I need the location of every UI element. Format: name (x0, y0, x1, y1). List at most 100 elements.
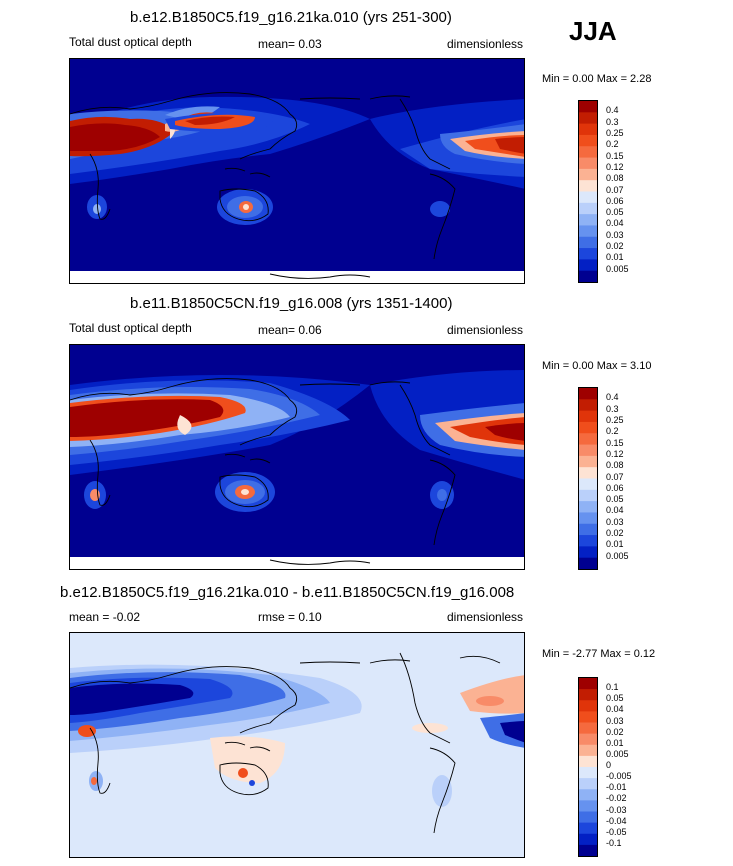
colorbar-tick-label: 0.12 (606, 448, 624, 459)
colorbar-tick-label: 0.12 (606, 161, 624, 172)
colorbar-swatch (579, 214, 597, 226)
colorbar-swatch (579, 225, 597, 238)
colorbar-swatch (579, 478, 597, 491)
colorbar-swatch (579, 433, 597, 446)
colorbar-tick-label: 0.02 (606, 726, 624, 737)
panel3-units-label: dimensionless (447, 610, 524, 624)
panel1-units-label: dimensionless (447, 37, 524, 51)
colorbar-tick-label: 0.03 (606, 715, 624, 726)
colorbar-tick-label: -0.005 (606, 771, 632, 782)
colorbar-tick-label: 0.01 (606, 252, 624, 263)
colorbar-tick-label: 0.25 (606, 414, 624, 425)
colorbar-tick-label: 0.06 (606, 195, 624, 206)
colorbar-tick-label: 0.2 (606, 139, 619, 150)
colorbar-tick-label: 0.4 (606, 392, 619, 403)
panel2-title: b.e11.B1850C5CN.f19_g16.008 (yrs 1351-14… (130, 295, 453, 312)
colorbar-swatch (579, 523, 597, 536)
colorbar-swatch (579, 455, 597, 468)
colorbar-swatch (579, 535, 597, 547)
colorbar-swatch (579, 833, 597, 846)
colorbar-tick-label: 0.005 (606, 550, 629, 561)
panel3-minmax: Min = -2.77 Max = 0.12 (542, 648, 656, 660)
colorbar-swatch (579, 112, 597, 125)
colorbar-swatch (579, 722, 597, 735)
colorbar-swatch (579, 248, 597, 260)
panel2-colorbar (578, 387, 598, 570)
colorbar-swatch (579, 399, 597, 412)
colorbar-tick-label: 0.05 (606, 207, 624, 218)
panel1-mean-label: mean= 0.03 (258, 37, 322, 51)
panel2-map (69, 344, 525, 570)
colorbar-tick-label: 0.05 (606, 693, 624, 704)
colorbar-swatch (579, 259, 597, 272)
colorbar-tick-label: 0.1 (606, 682, 619, 693)
panel1-minmax: Min = 0.00 Max = 2.28 (542, 73, 652, 85)
panel1-variable-label: Total dust optical depth (69, 35, 192, 49)
panel3-mean-label: mean = -0.02 (69, 610, 141, 624)
colorbar-tick-label: 0.05 (606, 494, 624, 505)
colorbar-swatch (579, 800, 597, 812)
colorbar-tick-label: 0.3 (606, 116, 619, 127)
panel2-variable-label: Total dust optical depth (69, 321, 192, 335)
colorbar-tick-label: -0.03 (606, 804, 627, 815)
colorbar-swatch (579, 410, 597, 423)
panel1-colorbar-swatches (579, 101, 597, 282)
colorbar-tick-label: -0.05 (606, 826, 627, 837)
colorbar-swatch (579, 755, 597, 768)
colorbar-tick-label: -0.02 (606, 793, 627, 804)
colorbar-swatch (579, 236, 597, 249)
colorbar-tick-label: 0.005 (606, 748, 629, 759)
panel2-minmax: Min = 0.00 Max = 3.10 (542, 360, 652, 372)
colorbar-swatch (579, 700, 597, 712)
colorbar-swatch (579, 101, 597, 113)
colorbar-swatch (579, 191, 597, 204)
colorbar-swatch (579, 467, 597, 479)
panel3-colorbar-swatches (579, 678, 597, 856)
colorbar-swatch (579, 180, 597, 192)
colorbar-tick-label: -0.1 (606, 837, 622, 848)
colorbar-tick-label: 0.2 (606, 426, 619, 437)
colorbar-swatch (579, 767, 597, 779)
colorbar-tick-label: 0 (606, 760, 612, 770)
colorbar-swatch (579, 157, 597, 170)
colorbar-tick-label: 0.08 (606, 173, 624, 184)
panel1-map (69, 58, 525, 284)
colorbar-tick-label: 0.01 (606, 539, 624, 550)
colorbar-tick-label: 0.02 (606, 528, 624, 539)
panel3-colorbar (578, 677, 598, 857)
colorbar-tick-label: 0.07 (606, 184, 624, 195)
colorbar-swatch (579, 689, 597, 701)
colorbar-tick-label: 0.4 (606, 105, 619, 116)
colorbar-swatch (579, 421, 597, 434)
colorbar-tick-label: -0.01 (606, 782, 627, 793)
colorbar-tick-label: 0.06 (606, 482, 624, 493)
panel1-colorbar (578, 100, 598, 283)
colorbar-swatch (579, 202, 597, 215)
colorbar-tick-label: 0.04 (606, 505, 624, 516)
colorbar-swatch (579, 146, 597, 159)
colorbar-tick-label: 0.3 (606, 403, 619, 414)
colorbar-swatch (579, 678, 597, 690)
colorbar-tick-label: 0.25 (606, 127, 624, 138)
colorbar-tick-label: 0.08 (606, 460, 624, 471)
colorbar-swatch (579, 123, 597, 136)
colorbar-tick-label: 0.15 (606, 150, 624, 161)
colorbar-tick-label: 0.03 (606, 229, 624, 240)
panel3-title: b.e12.B1850C5.f19_g16.21ka.010 - b.e11.B… (60, 584, 515, 601)
colorbar-swatch (579, 744, 597, 757)
colorbar-swatch (579, 811, 597, 824)
panel2-mean-label: mean= 0.06 (258, 323, 322, 337)
colorbar-swatch (579, 501, 597, 513)
colorbar-tick-label: 0.02 (606, 241, 624, 252)
colorbar-swatch (579, 789, 597, 801)
colorbar-tick-label: 0.03 (606, 516, 624, 527)
colorbar-swatch (579, 822, 597, 835)
panel3-rmse-label: rmse = 0.10 (258, 610, 322, 624)
season-label: JJA (569, 16, 617, 46)
panel2-colorbar-swatches (579, 388, 597, 569)
colorbar-tick-label: -0.04 (606, 815, 627, 826)
panel1-title: b.e12.B1850C5.f19_g16.21ka.010 (yrs 251-… (130, 9, 452, 26)
colorbar-swatch (579, 270, 597, 282)
colorbar-swatch (579, 557, 597, 569)
colorbar-tick-label: 0.04 (606, 218, 624, 229)
